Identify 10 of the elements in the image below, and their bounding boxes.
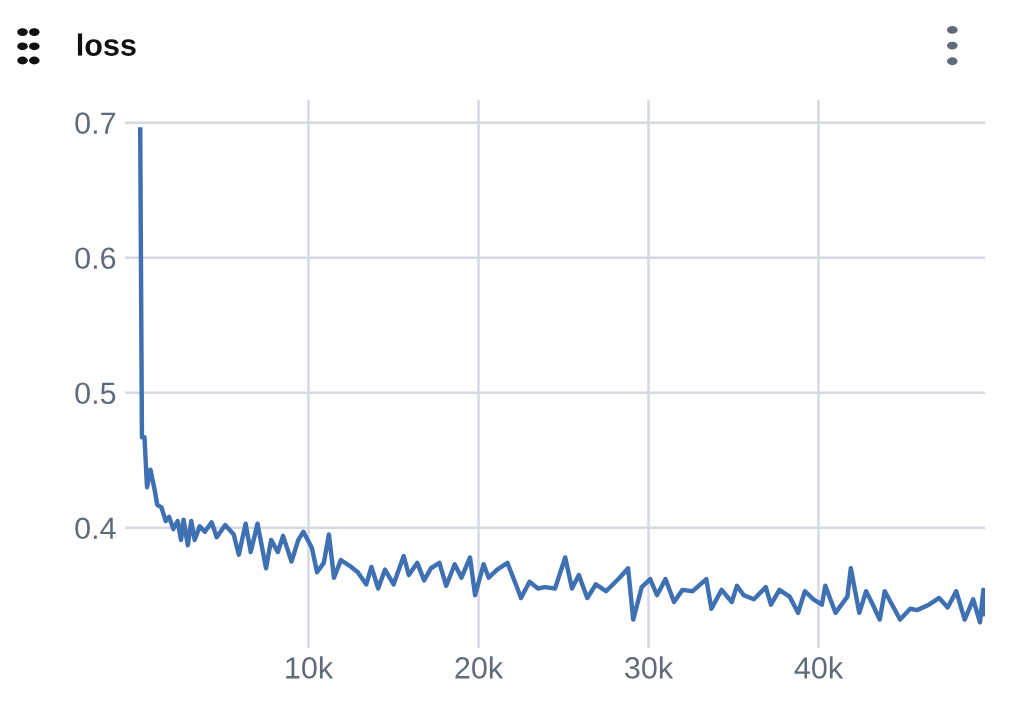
y-tick-label: 0.5	[75, 382, 116, 405]
x-tick-label: 30k	[625, 656, 674, 679]
line-series	[138, 127, 986, 625]
y-tick-label: 0.7	[75, 112, 116, 135]
x-tick-label: 40k	[794, 656, 844, 679]
y-tick-label: 0.6	[75, 247, 116, 270]
x-tick-label: 10k	[286, 656, 334, 679]
y-tick-label: 0.4	[75, 517, 116, 540]
chart-title: loss	[77, 33, 136, 56]
x-tick-label: 20k	[455, 656, 504, 679]
